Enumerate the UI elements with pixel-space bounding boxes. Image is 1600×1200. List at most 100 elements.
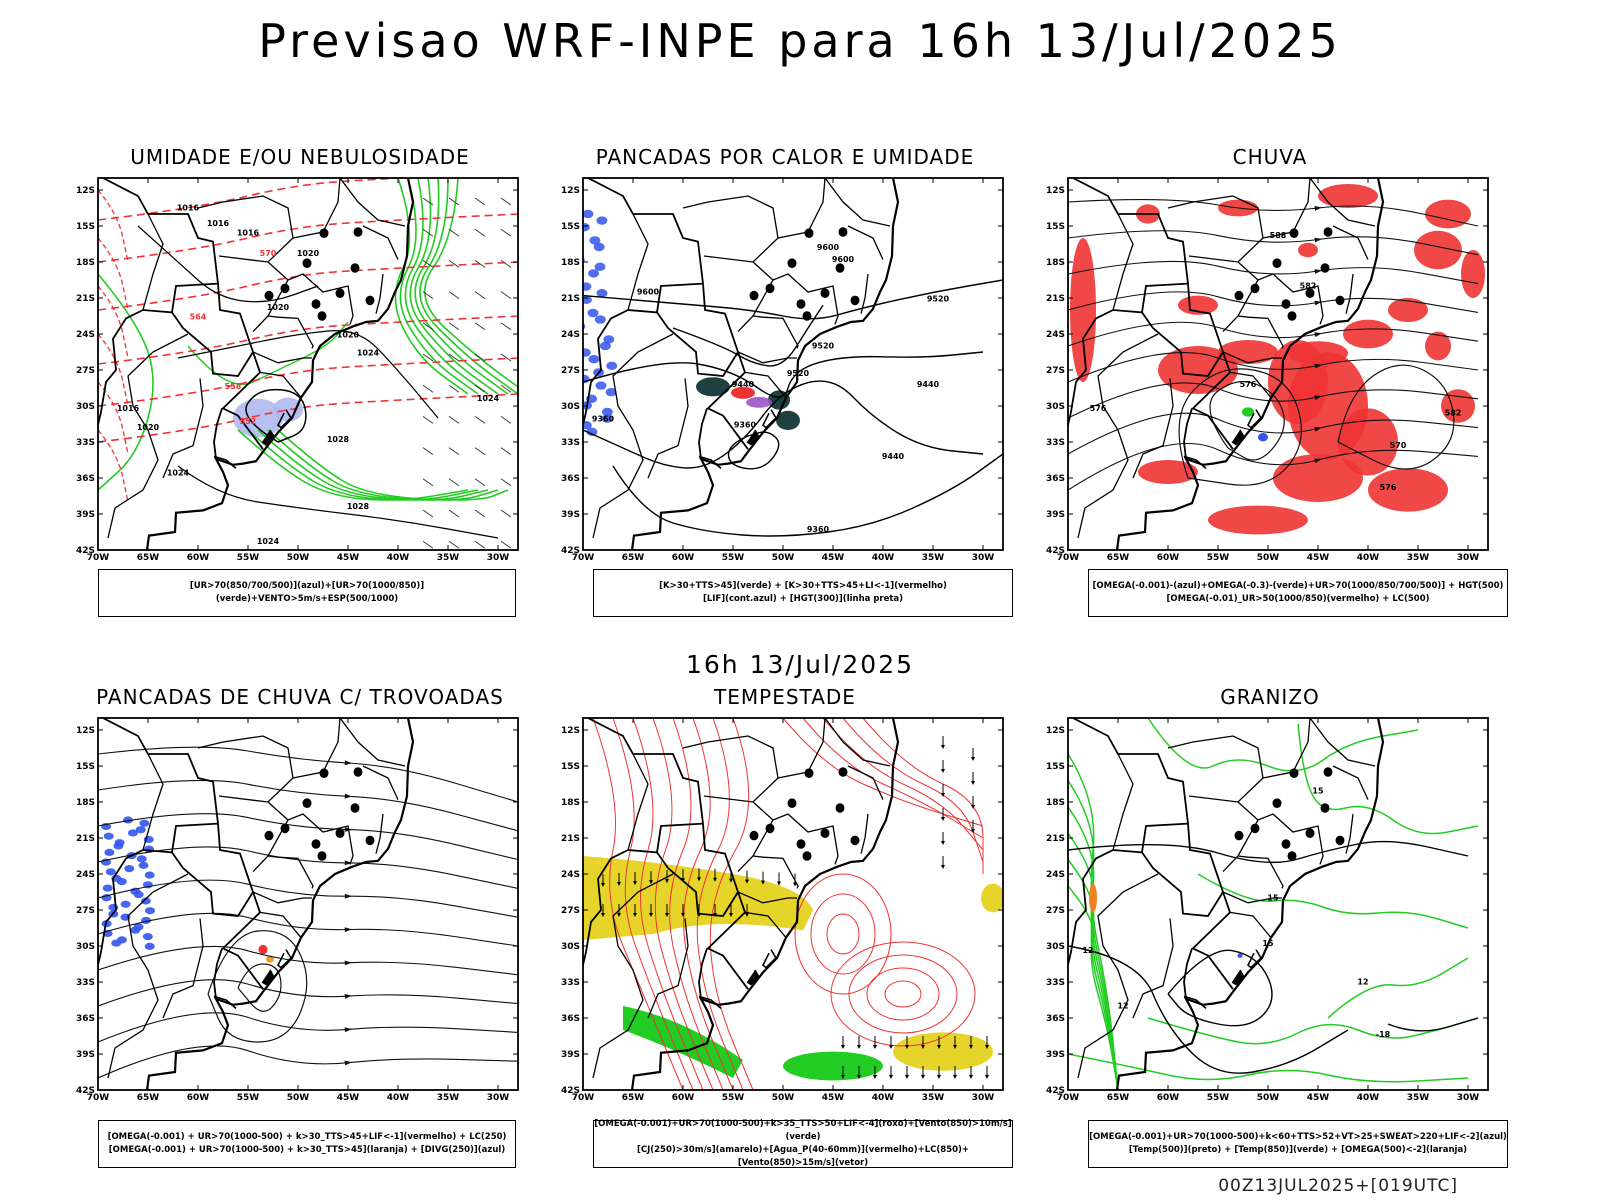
reservoir bbox=[1289, 768, 1299, 778]
lat-label: 18S bbox=[1046, 258, 1065, 268]
lif-contour-area bbox=[601, 407, 613, 417]
lat-label: 12S bbox=[561, 186, 580, 196]
reservoir bbox=[365, 835, 375, 846]
rain-area bbox=[1318, 184, 1378, 208]
lat-label: 36S bbox=[1046, 474, 1065, 484]
wind-vector bbox=[448, 197, 460, 206]
state-border bbox=[259, 911, 302, 939]
state-border bbox=[1309, 718, 1376, 767]
wind-vector bbox=[474, 291, 486, 299]
lat-label: 24S bbox=[1046, 870, 1065, 880]
run-timestamp: 00Z13JUL2025+[019UTC] bbox=[1218, 1176, 1458, 1196]
lat-label: 36S bbox=[561, 1014, 580, 1024]
lon-label: 40W bbox=[387, 553, 410, 563]
lif-contour-area bbox=[596, 216, 608, 225]
plot-layer bbox=[98, 718, 518, 1090]
lon-label: 45W bbox=[1307, 553, 1330, 563]
wind-vector bbox=[474, 322, 486, 331]
wind-vector-head bbox=[873, 1045, 877, 1049]
lon-label: 35W bbox=[437, 553, 460, 563]
reservoir bbox=[850, 295, 860, 306]
reservoir bbox=[802, 311, 812, 321]
panel-title-tempestade: TEMPESTADE bbox=[714, 685, 856, 709]
hgt300-contour bbox=[727, 431, 780, 470]
divergence-250-area bbox=[144, 871, 155, 879]
reservoir bbox=[317, 851, 327, 861]
wind-vector bbox=[474, 416, 486, 424]
lat-label: 18S bbox=[76, 798, 95, 808]
wind-vector bbox=[448, 228, 460, 237]
streamline-arrowhead bbox=[344, 1027, 352, 1033]
isobar-line bbox=[245, 388, 307, 443]
wind-vector-head bbox=[873, 1075, 877, 1079]
reservoir bbox=[765, 283, 775, 294]
hgt300-contour bbox=[612, 453, 1003, 537]
legend-trovoadas: [OMEGA(-0.001) + UR>70(1000-500) + k>30_… bbox=[98, 1120, 516, 1168]
wind-vector bbox=[448, 291, 460, 299]
legend-umidade: [UR>70(850/700/500)](azul)+[UR>70(1000/8… bbox=[98, 569, 516, 617]
wind-vector-head bbox=[985, 1075, 989, 1079]
contour-label: 570 bbox=[1390, 441, 1407, 450]
rain-area bbox=[1288, 341, 1348, 366]
lake-mirim bbox=[746, 429, 761, 446]
streamline-850 bbox=[794, 873, 892, 995]
divergence-250-area bbox=[144, 942, 155, 950]
wind-vector bbox=[500, 260, 512, 268]
contour-label: 1016 bbox=[117, 404, 140, 413]
lon-label: 35W bbox=[1407, 553, 1430, 563]
wind-vector-head bbox=[729, 878, 733, 883]
streamline-arrowhead bbox=[1314, 458, 1322, 464]
temp-500-contour bbox=[1387, 1017, 1479, 1032]
temp-850-contour bbox=[1147, 1017, 1479, 1045]
streamline-arrowhead bbox=[1314, 332, 1322, 337]
reservoir bbox=[838, 767, 848, 777]
lon-label: 65W bbox=[1107, 1093, 1130, 1103]
streamline-arrowhead bbox=[1314, 426, 1322, 432]
wind-vector bbox=[422, 416, 434, 424]
wind-vector-head bbox=[601, 913, 605, 917]
lagoa-dos-patos bbox=[276, 949, 293, 969]
lake-mirim bbox=[1231, 969, 1246, 986]
lat-label: 30S bbox=[1046, 402, 1065, 412]
legend-tempestade: [OMEGA(-0.001)+UR>70(1000-500)+k>35_TTS>… bbox=[593, 1119, 1013, 1168]
lat-label: 33S bbox=[1046, 438, 1065, 448]
reservoir bbox=[302, 258, 312, 268]
reservoir bbox=[1234, 830, 1244, 841]
streamline bbox=[98, 813, 518, 861]
lat-label: 42S bbox=[76, 1086, 95, 1096]
lif-contour-area bbox=[599, 341, 611, 351]
state-border bbox=[287, 813, 354, 865]
state-border bbox=[1112, 753, 1134, 851]
wind-vector-head bbox=[889, 1045, 893, 1049]
wind-vector-head bbox=[921, 1045, 925, 1049]
streamline-850 bbox=[669, 718, 724, 1090]
wind-vector bbox=[500, 384, 512, 393]
lon-label: 40W bbox=[872, 553, 895, 563]
streamline bbox=[1068, 199, 1479, 227]
lat-label: 21S bbox=[561, 834, 580, 844]
humidity-1000-850-contour bbox=[404, 178, 489, 395]
streamline bbox=[98, 1045, 518, 1079]
lif-contour-area bbox=[606, 361, 618, 370]
divergence-250-area bbox=[102, 884, 113, 892]
reservoir bbox=[749, 830, 759, 841]
contour-label: 12 bbox=[1117, 1001, 1128, 1010]
reservoir bbox=[319, 768, 329, 778]
lon-label: 40W bbox=[1357, 553, 1380, 563]
legend-line: [OMEGA(-0.001) + UR>70(1000-500) + k>30_… bbox=[108, 1145, 506, 1155]
rain-area bbox=[1461, 250, 1485, 298]
contour-label: 1020 bbox=[267, 303, 290, 312]
thickness-500-1000-line bbox=[98, 237, 129, 311]
humidity-1000-850-contour bbox=[424, 178, 518, 388]
wind-vector-head bbox=[941, 793, 945, 797]
state-border bbox=[1237, 855, 1284, 889]
temp-500-contour bbox=[1068, 840, 1469, 864]
lif-contour-area bbox=[596, 289, 608, 298]
lif-contour-area bbox=[589, 236, 601, 245]
plot-layer: 15 15 12 12 12 -18 15 bbox=[1068, 718, 1479, 1090]
wind-vector-head bbox=[889, 1075, 893, 1079]
state-border bbox=[772, 813, 839, 865]
wind-vector bbox=[422, 197, 434, 206]
reservoir bbox=[353, 227, 363, 237]
